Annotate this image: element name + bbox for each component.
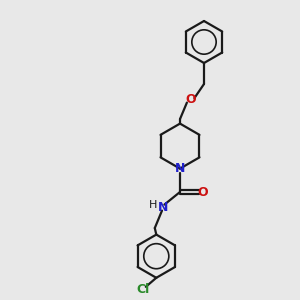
Text: H: H <box>149 200 157 210</box>
Text: Cl: Cl <box>136 283 149 296</box>
Text: O: O <box>185 93 196 106</box>
Text: N: N <box>158 200 168 214</box>
Text: O: O <box>197 185 208 199</box>
Text: N: N <box>175 162 185 175</box>
